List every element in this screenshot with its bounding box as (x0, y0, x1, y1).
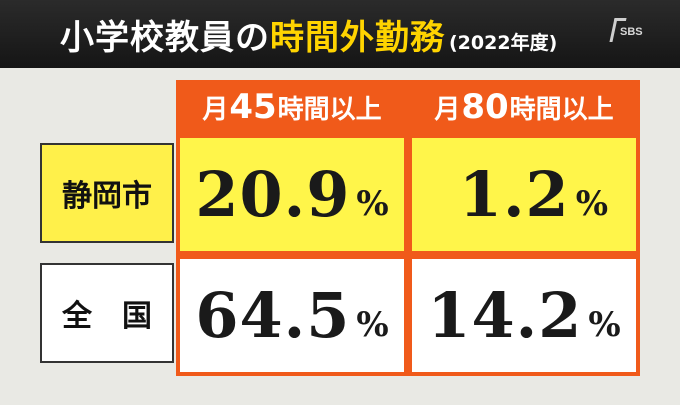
percent-unit: % (575, 183, 608, 224)
cell-national-45h: 64.5 % (176, 255, 408, 376)
cell-value: 14.2 (427, 279, 583, 352)
row-label-shizuoka: 静岡市 (40, 143, 174, 243)
percent-unit: % (356, 304, 389, 345)
title-highlight: 時間外勤務 (270, 18, 445, 58)
title-main: 小学校教員の (60, 18, 270, 58)
cell-shizuoka-80h: 1.2 % (408, 134, 640, 255)
broadcaster-logo: SBS (620, 26, 643, 38)
title-year: (2022年度) (449, 32, 558, 54)
column-header-suffix: 時間以上 (509, 94, 614, 125)
percent-unit: % (588, 304, 621, 345)
column-header-80h: 月 80 時間以上 (408, 80, 640, 134)
column-header-45h: 月 45 時間以上 (176, 80, 408, 134)
column-header-suffix: 時間以上 (277, 94, 382, 125)
column-header-prefix: 月 (434, 94, 461, 125)
cell-national-80h: 14.2 % (408, 255, 640, 376)
column-header-number: 45 (229, 87, 277, 127)
cell-value: 1.2 (458, 158, 570, 231)
row-label-national: 全 国 (40, 263, 174, 363)
cell-shizuoka-45h: 20.9 % (176, 134, 408, 255)
title-bar: 小学校教員の 時間外勤務 (2022年度) SBS (0, 0, 680, 68)
cell-value: 64.5 (195, 279, 351, 352)
column-header-prefix: 月 (202, 94, 229, 125)
percent-unit: % (356, 183, 389, 224)
page-title: 小学校教員の 時間外勤務 (2022年度) (60, 10, 557, 60)
cell-value: 20.9 (195, 158, 351, 231)
column-header-number: 80 (461, 87, 509, 127)
